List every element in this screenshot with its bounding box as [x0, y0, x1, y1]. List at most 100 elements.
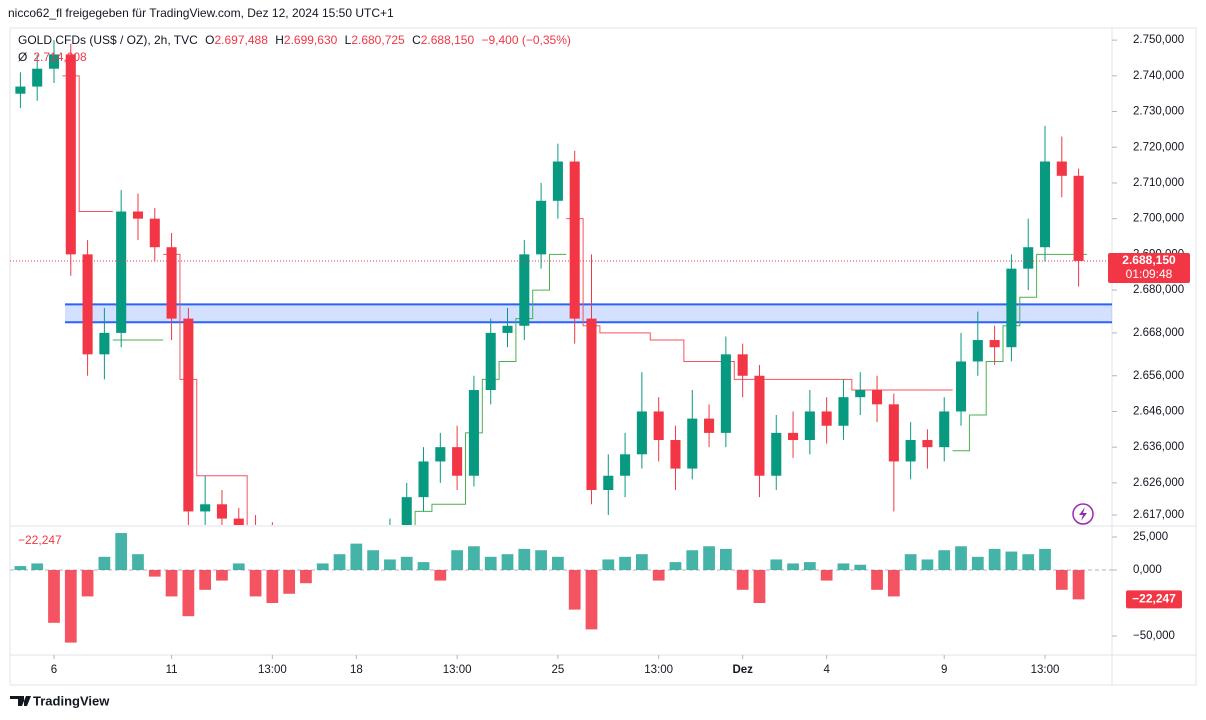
y-tick-label: 2.668,000	[1133, 327, 1184, 339]
candle-body	[804, 411, 815, 441]
candle-body	[905, 440, 916, 462]
histogram-bar	[938, 550, 951, 571]
histogram-bar	[283, 570, 296, 594]
y-tick-label: 2.656,000	[1133, 370, 1184, 382]
histogram-bar	[1005, 551, 1018, 571]
brand: TradingView	[33, 693, 110, 708]
y-tick-label: 25,000	[1133, 531, 1168, 543]
histogram-bar	[98, 556, 111, 571]
histogram-bar	[48, 570, 60, 623]
candle-body	[502, 325, 513, 333]
histogram-bar	[736, 570, 749, 590]
legend: GOLD CFDs (US$ / OZ), 2h, TVC O2.697,488…	[18, 33, 571, 47]
axes: 2.750,000 2.740,000 2.730,000 2.720,000 2.71…	[51, 34, 1190, 676]
y-tick-label: 2.680,000	[1133, 284, 1184, 296]
chart-frame	[9, 27, 1197, 686]
candle-body	[737, 354, 748, 376]
candle-body	[82, 254, 93, 355]
y-tick-label: 2.730,000	[1133, 106, 1184, 118]
brand-logo	[10, 696, 31, 706]
histogram-bar	[703, 546, 715, 571]
x-tick-label: 13:00	[258, 664, 287, 676]
candle-body	[401, 497, 412, 525]
histogram-bar	[820, 570, 833, 581]
x-tick-label: 6	[51, 664, 57, 676]
candle-body	[200, 504, 211, 512]
histogram-bar	[316, 563, 329, 571]
countdown: 01:09:48	[1126, 267, 1173, 281]
candle-body	[872, 390, 883, 405]
zone	[65, 304, 1112, 323]
histogram-bar	[770, 559, 783, 571]
histogram-bar	[199, 570, 212, 590]
x-tick-label: 4	[823, 664, 830, 676]
candle-body	[116, 211, 127, 333]
candle-body	[720, 354, 731, 433]
main-pane	[10, 40, 1112, 590]
x-tick-label: 13:00	[644, 664, 673, 676]
histogram-bar	[686, 550, 699, 571]
candle-body	[32, 68, 43, 87]
candle-body	[15, 86, 26, 94]
histogram-bar	[165, 570, 178, 597]
x-tick-label: 18	[350, 664, 363, 676]
histogram-bar	[871, 570, 883, 590]
histogram-bar	[484, 556, 497, 571]
candle-body	[838, 397, 849, 426]
y-tick-label: 2.710,000	[1133, 177, 1184, 189]
candle-body	[888, 404, 899, 462]
candle-body	[166, 247, 177, 319]
histogram-bar	[216, 570, 228, 581]
oscillator-pane	[10, 533, 1112, 643]
candle-body	[485, 332, 496, 391]
y-tick-label: 2.636,000	[1133, 441, 1184, 453]
histogram-bar	[535, 550, 547, 571]
candle-body	[149, 218, 160, 248]
histogram-bar	[232, 563, 245, 571]
candle-body	[1023, 247, 1034, 269]
histogram-bar	[417, 562, 430, 571]
candle-body	[99, 332, 110, 355]
histogram-bar	[971, 556, 984, 571]
histogram-bar	[552, 556, 564, 571]
candle-body	[418, 461, 429, 498]
histogram-bar	[367, 550, 380, 571]
histogram-bar	[854, 564, 867, 571]
candle-body	[284, 547, 294, 568]
histogram-bar	[518, 548, 531, 571]
legend-value: 2.714,008	[33, 50, 87, 64]
candle-body	[569, 161, 580, 319]
histogram-bar	[669, 562, 682, 571]
candle-body	[788, 432, 799, 441]
candle-body	[65, 54, 76, 255]
histogram-bar	[988, 548, 1001, 571]
histogram-bar	[568, 570, 581, 610]
histogram-bar	[81, 570, 94, 597]
candle-body	[670, 440, 681, 469]
histogram-bar	[333, 554, 346, 571]
histogram-bar	[652, 570, 665, 581]
histogram-bar	[468, 546, 480, 571]
histogram-bar	[837, 563, 850, 571]
candle-body	[972, 340, 983, 362]
histogram-bar	[787, 563, 799, 571]
histogram-bar	[182, 570, 195, 617]
candle-body	[653, 411, 664, 441]
x-tick-label: 9	[941, 664, 947, 676]
legend-key: L	[345, 33, 352, 47]
histogram-bar	[803, 562, 816, 571]
histogram-bar	[115, 533, 128, 571]
candle-body	[704, 418, 715, 433]
candle-body	[1073, 175, 1084, 261]
histogram-bar	[636, 554, 648, 571]
histogram-bar	[1072, 570, 1085, 600]
candle-body	[821, 411, 832, 426]
histogram-bar	[64, 570, 77, 643]
last-price-label: 2.688,150	[1122, 253, 1176, 267]
candle-body	[1039, 161, 1051, 248]
candle-body	[335, 576, 345, 590]
histogram-bar	[350, 543, 363, 571]
legend-change: −9,400 (−0,35%)	[481, 33, 570, 47]
candle-body	[536, 200, 547, 255]
